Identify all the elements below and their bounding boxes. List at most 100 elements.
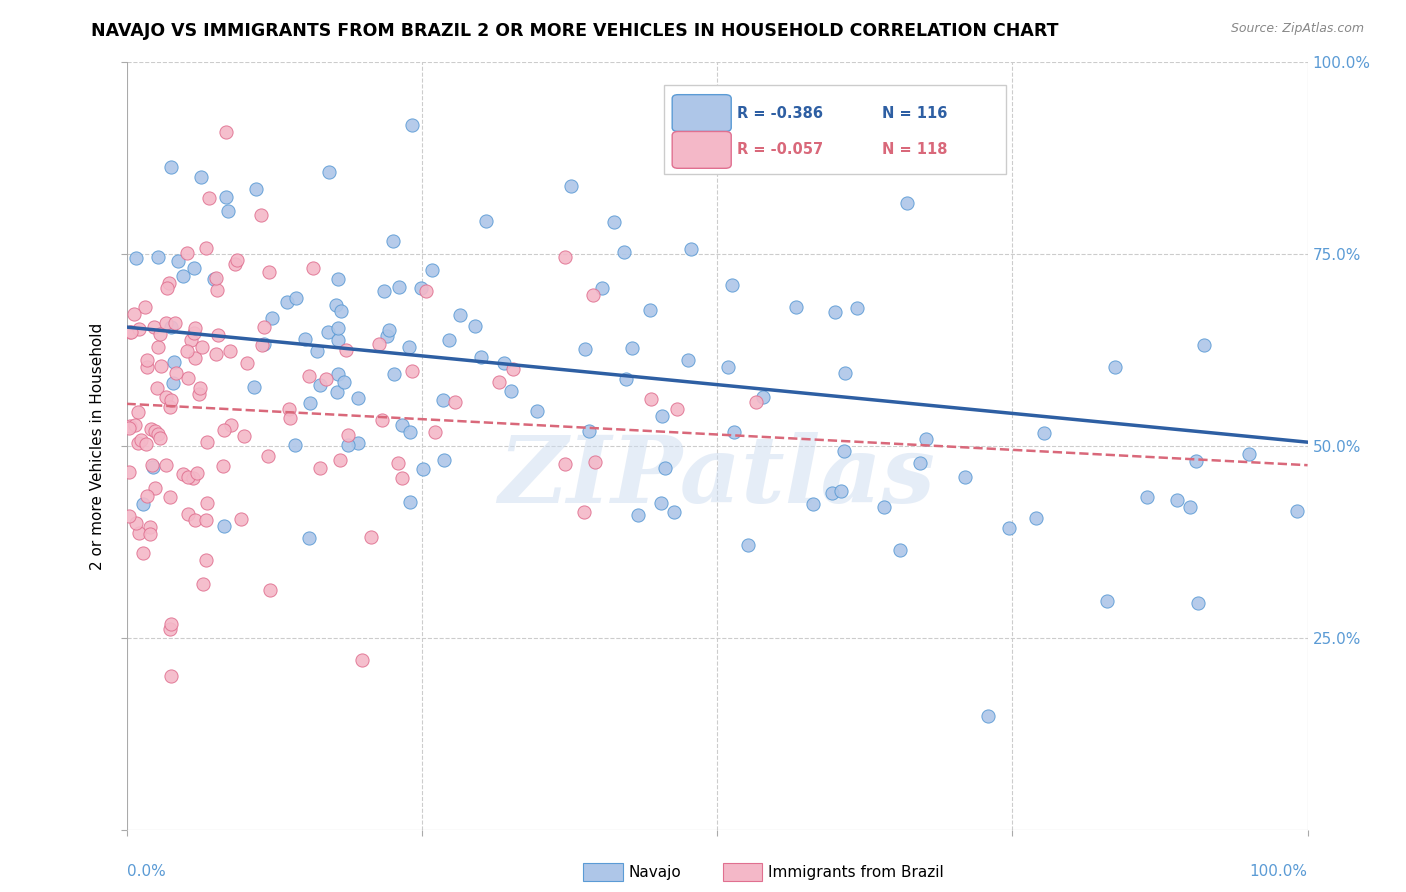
Point bbox=[298, 531, 321, 545]
Point bbox=[391, 418, 413, 433]
Point bbox=[578, 424, 600, 438]
Point bbox=[502, 362, 524, 376]
Point bbox=[245, 181, 267, 195]
Point bbox=[298, 369, 321, 384]
Point bbox=[1185, 454, 1208, 468]
Text: 0.0%: 0.0% bbox=[127, 864, 166, 880]
Point bbox=[834, 366, 856, 380]
Point bbox=[326, 333, 349, 347]
Point bbox=[717, 359, 740, 374]
Point bbox=[186, 467, 208, 481]
Point bbox=[253, 319, 276, 334]
Point bbox=[745, 395, 768, 409]
Point bbox=[801, 497, 824, 511]
Point bbox=[127, 435, 149, 450]
Point bbox=[332, 375, 354, 389]
Point bbox=[188, 381, 211, 395]
Point bbox=[191, 577, 214, 591]
Point bbox=[583, 455, 606, 469]
Point bbox=[219, 343, 242, 358]
Point bbox=[139, 519, 162, 533]
Point bbox=[832, 443, 855, 458]
Point bbox=[1104, 359, 1126, 374]
Point bbox=[444, 395, 467, 409]
Point bbox=[129, 433, 152, 447]
Point bbox=[155, 317, 177, 331]
Point bbox=[202, 272, 225, 286]
Point bbox=[136, 359, 159, 374]
Point bbox=[146, 381, 169, 395]
Point bbox=[124, 417, 146, 432]
Point bbox=[236, 356, 259, 370]
Point bbox=[146, 340, 169, 354]
Point bbox=[785, 300, 807, 314]
Point bbox=[148, 427, 170, 442]
Point bbox=[412, 462, 434, 476]
Point bbox=[181, 471, 204, 485]
Point bbox=[159, 400, 181, 414]
Point bbox=[499, 384, 522, 398]
Point bbox=[204, 270, 226, 285]
Point bbox=[651, 409, 673, 424]
Point bbox=[830, 484, 852, 499]
Point bbox=[139, 422, 162, 436]
Point bbox=[217, 203, 239, 218]
Point bbox=[190, 170, 212, 185]
Point bbox=[280, 410, 302, 425]
Point bbox=[243, 380, 266, 394]
Point bbox=[285, 291, 308, 305]
Text: R = -0.057: R = -0.057 bbox=[737, 143, 824, 157]
Point bbox=[423, 425, 446, 439]
Point bbox=[177, 370, 200, 384]
Point bbox=[143, 424, 166, 438]
Point bbox=[449, 309, 471, 323]
Point bbox=[470, 350, 492, 364]
Point bbox=[276, 294, 298, 309]
Point bbox=[433, 453, 456, 467]
Point bbox=[184, 351, 207, 365]
Point bbox=[277, 401, 299, 416]
Point bbox=[325, 298, 347, 312]
Point bbox=[360, 530, 382, 544]
Text: Immigrants from Brazil: Immigrants from Brazil bbox=[768, 865, 943, 880]
Point bbox=[1166, 492, 1188, 507]
Point bbox=[475, 214, 498, 228]
Point bbox=[142, 320, 165, 334]
Point bbox=[207, 327, 229, 342]
Point bbox=[326, 368, 349, 382]
Point bbox=[640, 392, 662, 406]
Point bbox=[373, 284, 395, 298]
Point bbox=[335, 343, 357, 358]
Point bbox=[187, 387, 209, 401]
Point bbox=[336, 427, 359, 442]
Point bbox=[135, 489, 157, 503]
Point bbox=[294, 332, 316, 346]
Point bbox=[163, 355, 186, 369]
Text: NAVAJO VS IMMIGRANTS FROM BRAZIL 2 OR MORE VEHICLES IN HOUSEHOLD CORRELATION CHA: NAVAJO VS IMMIGRANTS FROM BRAZIL 2 OR MO… bbox=[91, 22, 1059, 40]
FancyBboxPatch shape bbox=[664, 86, 1007, 174]
Point bbox=[198, 191, 221, 205]
Point bbox=[1192, 338, 1215, 352]
Point bbox=[214, 423, 236, 437]
Text: ZIPatlas: ZIPatlas bbox=[499, 432, 935, 522]
Point bbox=[180, 333, 202, 347]
Point bbox=[249, 208, 271, 222]
Point bbox=[135, 352, 157, 367]
Point bbox=[488, 376, 510, 390]
Point bbox=[149, 431, 172, 445]
Point bbox=[260, 310, 283, 325]
Point bbox=[382, 235, 405, 249]
Point bbox=[229, 511, 252, 525]
Point bbox=[307, 344, 329, 359]
Point bbox=[432, 392, 454, 407]
Point bbox=[409, 280, 432, 294]
Point bbox=[387, 456, 409, 470]
Y-axis label: 2 or more Vehicles in Household: 2 or more Vehicles in Household bbox=[90, 322, 105, 570]
Point bbox=[172, 467, 194, 481]
Point bbox=[494, 356, 516, 370]
Point bbox=[329, 304, 352, 318]
Point bbox=[124, 307, 146, 321]
Point bbox=[998, 520, 1021, 534]
Point bbox=[219, 418, 242, 433]
FancyBboxPatch shape bbox=[672, 131, 731, 169]
